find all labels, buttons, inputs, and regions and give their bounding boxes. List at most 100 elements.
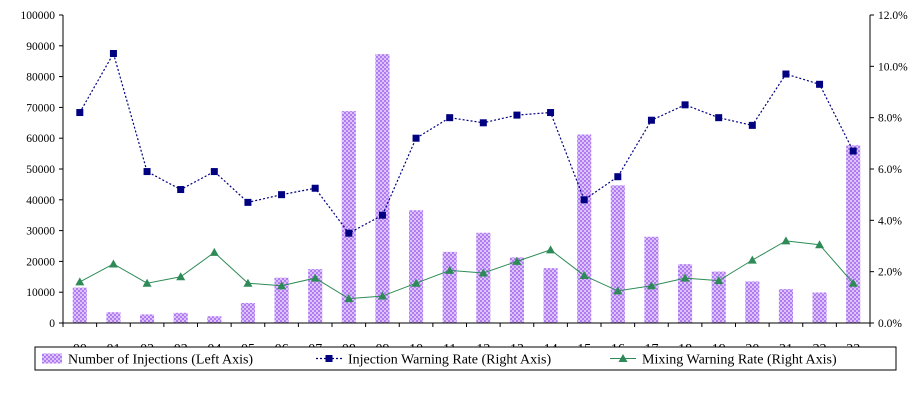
injection-warning-point bbox=[513, 111, 521, 119]
bar-11 bbox=[442, 251, 457, 323]
bar-02 bbox=[140, 314, 155, 323]
mixing-warning-point bbox=[546, 245, 556, 254]
left-tick-label: 10000 bbox=[26, 287, 55, 299]
injection-warning-point bbox=[412, 134, 420, 142]
right-tick-label: 4.0% bbox=[878, 215, 902, 227]
injection-warning-line bbox=[79, 51, 854, 234]
mixing-warning-line bbox=[79, 240, 854, 300]
mixing-warning-point bbox=[445, 265, 455, 274]
injection-warning-point bbox=[816, 80, 824, 88]
injection-warning-point bbox=[446, 114, 454, 122]
mixing-warning-point bbox=[478, 268, 488, 277]
mixing-warning-point bbox=[243, 278, 253, 287]
left-tick-label: 100000 bbox=[21, 10, 56, 22]
mixing-warning-point bbox=[512, 256, 522, 265]
mixing-warning-point bbox=[310, 273, 320, 282]
left-tick-label: 40000 bbox=[26, 195, 55, 207]
left-tick-label: 20000 bbox=[26, 256, 55, 268]
injection-warning-point bbox=[681, 101, 689, 109]
bar-13 bbox=[509, 257, 524, 323]
injection-warning-point bbox=[715, 114, 723, 122]
mixing-warning-point bbox=[781, 236, 791, 245]
right-tick-label: 10.0% bbox=[878, 61, 908, 73]
right-tick-label: 6.0% bbox=[878, 164, 902, 176]
mixing-warning-point bbox=[176, 272, 186, 281]
bar-08 bbox=[341, 111, 356, 323]
bar-21 bbox=[778, 289, 793, 323]
injection-warning-point bbox=[378, 211, 386, 219]
bar-15 bbox=[577, 134, 592, 323]
bar-04 bbox=[207, 316, 222, 323]
bar-10 bbox=[409, 210, 424, 323]
bar-01 bbox=[106, 312, 121, 323]
injection-warning-point bbox=[479, 119, 487, 127]
mixing-warning-point bbox=[209, 247, 219, 256]
bar-23 bbox=[846, 145, 861, 323]
injection-warning-point bbox=[210, 168, 218, 176]
legend-swatch-mixing-marker bbox=[618, 354, 628, 362]
mixing-warning-point bbox=[411, 278, 421, 287]
mixing-warning-point bbox=[848, 278, 858, 287]
bar-22 bbox=[812, 292, 827, 323]
injection-warning-point bbox=[109, 50, 117, 57]
right-tick-label: 8.0% bbox=[878, 113, 902, 125]
legend-swatch-bar bbox=[42, 353, 62, 364]
left-tick-label: 80000 bbox=[26, 72, 55, 84]
right-tick-label: 2.0% bbox=[878, 267, 902, 279]
mixing-warning-point bbox=[108, 259, 118, 268]
bar-05 bbox=[240, 302, 255, 323]
left-tick-label: 90000 bbox=[26, 41, 55, 53]
left-tick-label: 0 bbox=[49, 318, 55, 330]
bar-09 bbox=[375, 54, 390, 324]
bar-18 bbox=[678, 264, 693, 323]
injection-warning-point bbox=[177, 186, 185, 194]
right-tick-label: 12.0% bbox=[878, 10, 908, 22]
left-tick-label: 70000 bbox=[26, 102, 55, 114]
injection-warning-point bbox=[547, 109, 555, 117]
legend-label: Injection Warning Rate (Right Axis) bbox=[348, 353, 551, 368]
injection-warning-point bbox=[244, 198, 252, 206]
bar-16 bbox=[610, 185, 625, 323]
mixing-warning-point bbox=[680, 273, 690, 282]
legend-swatch-injection-marker bbox=[325, 355, 333, 362]
bar-12 bbox=[476, 232, 491, 323]
legend-box bbox=[34, 346, 897, 371]
mixing-warning-point bbox=[75, 277, 85, 286]
plot-area: 0 10000 20000 30000 40000 50000 60000 70000 8000… bbox=[21, 10, 909, 357]
legend: Number of Injections (Left Axis) Injectio… bbox=[34, 346, 897, 371]
injection-warning-point bbox=[614, 173, 622, 181]
mixing-warning-point bbox=[613, 286, 623, 295]
bar-07 bbox=[308, 269, 323, 323]
mixing-warning-point bbox=[714, 276, 724, 285]
injection-warning-point bbox=[76, 109, 84, 117]
mixing-warning-point bbox=[815, 240, 825, 249]
mixing-warning-point bbox=[344, 294, 354, 303]
injection-warning-point bbox=[143, 168, 151, 176]
right-tick-label: 0.0% bbox=[878, 318, 902, 330]
injection-warning-point bbox=[647, 116, 655, 124]
mixing-warning-point bbox=[747, 255, 757, 264]
bar-03 bbox=[173, 312, 188, 323]
legend-label: Number of Injections (Left Axis) bbox=[68, 353, 253, 368]
bar-19 bbox=[711, 271, 726, 323]
injection-warning-point bbox=[278, 191, 286, 199]
mixing-warning-point bbox=[579, 271, 589, 280]
bar-17 bbox=[644, 236, 659, 323]
mixing-warning-point bbox=[646, 281, 656, 290]
left-tick-label: 50000 bbox=[26, 164, 55, 176]
injection-warning-point bbox=[580, 196, 588, 204]
injection-warning-point bbox=[782, 70, 790, 78]
left-tick-label: 30000 bbox=[26, 226, 55, 238]
bar-14 bbox=[543, 268, 558, 323]
bar-00 bbox=[72, 287, 87, 323]
injection-warning-point bbox=[849, 147, 857, 155]
injection-warning-point bbox=[748, 121, 756, 129]
injection-warning-point bbox=[311, 184, 319, 192]
mixing-warning-point bbox=[377, 291, 387, 300]
mixing-warning-point bbox=[277, 281, 287, 290]
legend-label: Mixing Warning Rate (Right Axis) bbox=[642, 353, 837, 368]
mixing-warning-point bbox=[142, 278, 152, 287]
bar-20 bbox=[745, 281, 760, 323]
left-tick-label: 60000 bbox=[26, 133, 55, 145]
